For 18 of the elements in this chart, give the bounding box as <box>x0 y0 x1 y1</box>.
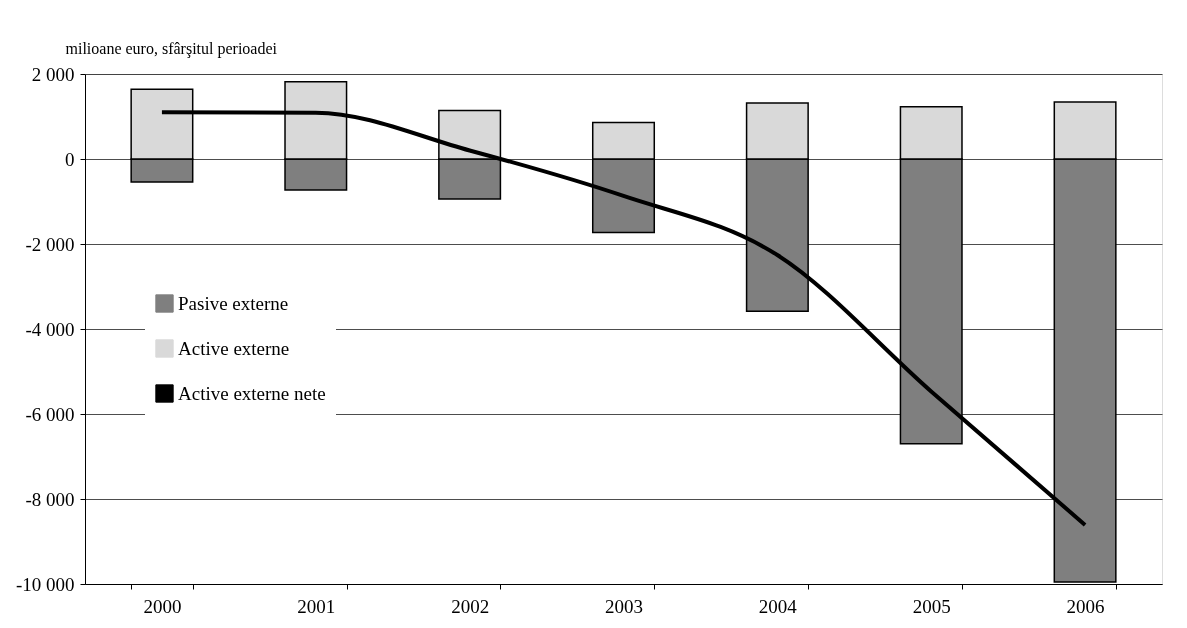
x-tick-label: 2000 <box>143 595 182 617</box>
legend-label: Active externe <box>178 337 290 359</box>
x-tick-label: 2003 <box>605 595 643 617</box>
legend-label: Pasive externe <box>178 292 289 314</box>
x-tick-label: 2006 <box>1066 595 1105 617</box>
x-tick-label: 2002 <box>451 595 490 617</box>
x-tick-label: 2001 <box>297 595 336 617</box>
legend-label: Active externe nete <box>178 382 326 404</box>
y-tick-label: -10 000 <box>15 573 75 595</box>
x-tick-label: 2005 <box>912 595 951 617</box>
y-tick-label: 0 <box>65 148 75 170</box>
y-tick-label: -2 000 <box>25 233 75 255</box>
y-tick-label: -6 000 <box>25 403 75 425</box>
y-axis-title: milioane euro, sfârşitul perioadei <box>65 39 278 58</box>
y-tick-label: -4 000 <box>25 318 75 340</box>
y-tick-label: -8 000 <box>25 488 75 510</box>
y-tick-label: 2 000 <box>31 63 75 85</box>
x-tick-label: 2004 <box>758 595 798 617</box>
